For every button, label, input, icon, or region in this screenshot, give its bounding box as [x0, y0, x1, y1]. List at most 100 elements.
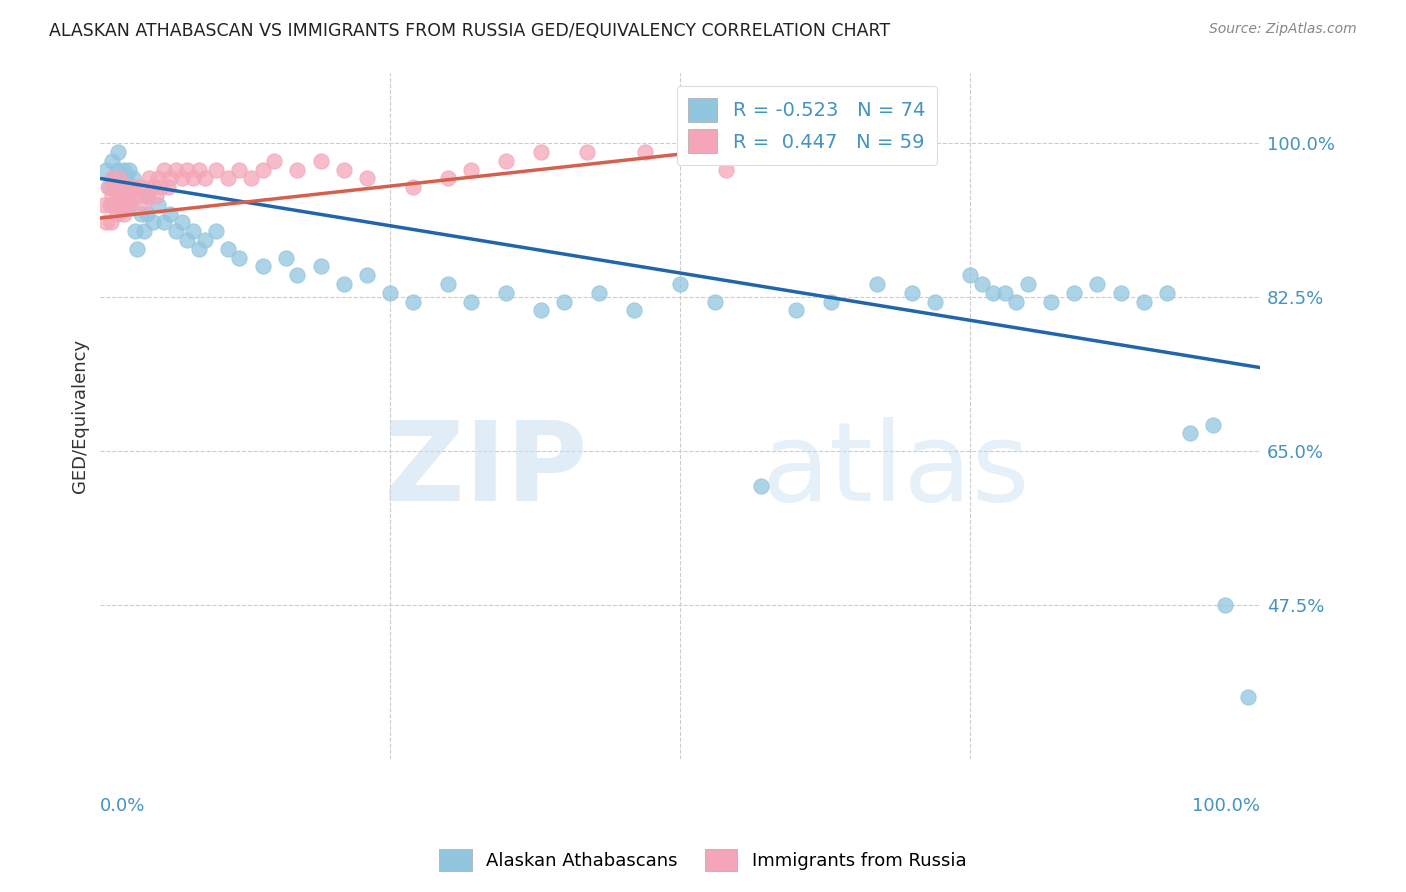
- Point: [1087, 277, 1109, 291]
- Point: [1133, 294, 1156, 309]
- Point: [1156, 285, 1178, 300]
- Point: [115, 171, 138, 186]
- Point: [994, 285, 1017, 300]
- Point: [105, 207, 128, 221]
- Point: [460, 294, 482, 309]
- Point: [115, 198, 138, 212]
- Point: [107, 189, 129, 203]
- Point: [194, 233, 217, 247]
- Point: [97, 180, 120, 194]
- Point: [110, 180, 132, 194]
- Point: [970, 277, 993, 291]
- Point: [129, 207, 152, 221]
- Point: [165, 224, 187, 238]
- Point: [217, 171, 239, 186]
- Point: [118, 198, 141, 212]
- Point: [530, 145, 553, 160]
- Point: [135, 207, 157, 221]
- Point: [181, 171, 204, 186]
- Point: [309, 260, 332, 274]
- Point: [148, 171, 170, 186]
- Point: [129, 180, 152, 194]
- Point: [103, 180, 125, 194]
- Point: [121, 171, 143, 186]
- Point: [901, 285, 924, 300]
- Point: [187, 162, 209, 177]
- Point: [228, 251, 250, 265]
- Point: [240, 171, 263, 186]
- Point: [111, 180, 134, 194]
- Point: [101, 189, 124, 203]
- Point: [1040, 294, 1063, 309]
- Point: [1017, 277, 1039, 291]
- Point: [170, 215, 193, 229]
- Point: [94, 162, 117, 177]
- Point: [112, 198, 135, 212]
- Point: [495, 285, 517, 300]
- Point: [135, 189, 157, 203]
- Point: [159, 171, 181, 186]
- Point: [205, 224, 228, 238]
- Point: [93, 198, 115, 212]
- Point: [1180, 426, 1202, 441]
- Point: [134, 198, 156, 212]
- Point: [553, 294, 575, 309]
- Point: [112, 189, 135, 203]
- Point: [380, 285, 402, 300]
- Point: [287, 162, 309, 177]
- Point: [94, 215, 117, 229]
- Point: [120, 198, 142, 212]
- Point: [252, 162, 274, 177]
- Point: [121, 189, 143, 203]
- Point: [1109, 285, 1132, 300]
- Point: [153, 215, 176, 229]
- Point: [145, 189, 167, 203]
- Point: [1237, 690, 1260, 705]
- Point: [115, 189, 138, 203]
- Point: [107, 162, 129, 177]
- Point: [135, 189, 157, 203]
- Point: [100, 215, 122, 229]
- Point: [101, 153, 124, 168]
- Point: [1005, 294, 1028, 309]
- Point: [588, 285, 610, 300]
- Point: [460, 162, 482, 177]
- Point: [159, 207, 181, 221]
- Point: [127, 189, 149, 203]
- Point: [127, 242, 149, 256]
- Y-axis label: GED/Equivalency: GED/Equivalency: [72, 339, 89, 493]
- Point: [333, 277, 356, 291]
- Point: [205, 162, 228, 177]
- Point: [101, 198, 124, 212]
- Point: [669, 277, 692, 291]
- Point: [110, 198, 132, 212]
- Point: [112, 162, 135, 177]
- Point: [176, 233, 198, 247]
- Point: [118, 162, 141, 177]
- Point: [103, 171, 125, 186]
- Legend: Alaskan Athabascans, Immigrants from Russia: Alaskan Athabascans, Immigrants from Rus…: [432, 842, 974, 879]
- Point: [141, 215, 163, 229]
- Point: [1063, 285, 1085, 300]
- Point: [134, 224, 156, 238]
- Point: [287, 268, 309, 283]
- Point: [98, 180, 121, 194]
- Point: [309, 153, 332, 168]
- Point: [156, 180, 179, 194]
- Point: [98, 198, 121, 212]
- Point: [148, 198, 170, 212]
- Text: atlas: atlas: [761, 417, 1029, 524]
- Point: [138, 171, 160, 186]
- Point: [107, 145, 129, 160]
- Point: [118, 180, 141, 194]
- Point: [181, 224, 204, 238]
- Point: [333, 162, 356, 177]
- Point: [170, 171, 193, 186]
- Point: [402, 180, 425, 194]
- Point: [118, 180, 141, 194]
- Point: [112, 207, 135, 221]
- Point: [785, 303, 807, 318]
- Point: [623, 303, 645, 318]
- Point: [703, 294, 725, 309]
- Text: 0.0%: 0.0%: [100, 797, 146, 814]
